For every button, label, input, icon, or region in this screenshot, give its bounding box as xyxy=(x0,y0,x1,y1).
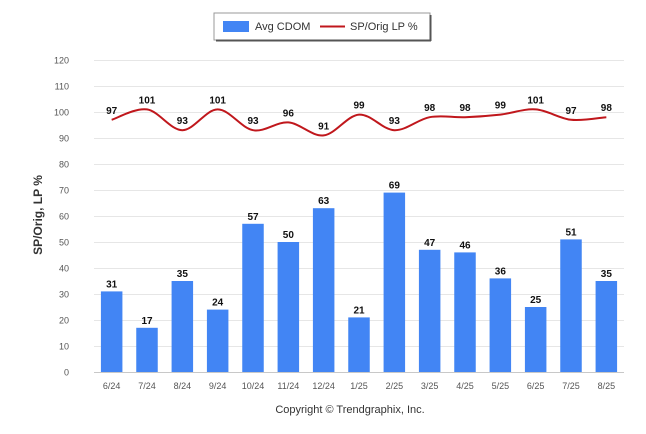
bar xyxy=(206,309,229,372)
bar xyxy=(560,239,582,372)
bar xyxy=(136,327,158,372)
y-tick-labels: 0 10 20 30 40 50 60 70 80 90 100 110 120 xyxy=(54,56,69,378)
y-tick-label: 120 xyxy=(54,56,69,66)
bar xyxy=(277,242,300,372)
bar-value-label: 69 xyxy=(389,181,401,192)
line-value-label: 101 xyxy=(527,95,544,106)
line-value-label: 101 xyxy=(209,95,226,106)
line-value-label: 93 xyxy=(177,116,189,127)
bar xyxy=(595,281,618,372)
bar-value-label: 47 xyxy=(424,238,436,249)
copyright-credit: Copyright © Trendgraphix, Inc. xyxy=(275,404,424,416)
x-tick-label: 3/25 xyxy=(421,381,439,391)
y-axis-title: SP/Orig, LP % xyxy=(31,175,45,255)
line-value-label: 97 xyxy=(565,106,577,117)
y-tick-label: 100 xyxy=(54,108,69,118)
bar xyxy=(489,278,512,372)
x-tick-label: 2/25 xyxy=(386,381,404,391)
line-value-label: 99 xyxy=(353,101,365,112)
y-tick-label: 30 xyxy=(59,290,69,300)
x-tick-labels: 6/24 7/24 8/24 9/24 10/24 11/24 12/24 1/25 2/25 3… xyxy=(103,381,615,391)
bar-value-label: 25 xyxy=(530,295,542,306)
bar-value-label: 35 xyxy=(601,269,613,280)
x-tick-label: 8/25 xyxy=(598,381,616,391)
y-tick-label: 80 xyxy=(59,160,69,170)
bar-value-label: 24 xyxy=(212,298,224,309)
x-tick-label: 10/24 xyxy=(242,381,265,391)
bar-value-label: 35 xyxy=(177,269,189,280)
x-tick-label: 6/24 xyxy=(103,381,121,391)
y-tick-label: 110 xyxy=(55,82,69,92)
line-value-label: 91 xyxy=(318,121,330,132)
y-tick-label: 0 xyxy=(64,368,69,378)
y-tick-label: 70 xyxy=(59,186,69,196)
x-tick-label: 7/25 xyxy=(562,381,580,391)
bar xyxy=(312,208,335,372)
x-tick-label: 11/24 xyxy=(277,381,299,391)
bar xyxy=(383,192,406,372)
line-value-label: 98 xyxy=(459,103,471,114)
bar xyxy=(100,291,123,372)
y-tick-label: 60 xyxy=(59,212,69,222)
bar-value-label: 50 xyxy=(283,230,295,241)
legend: Avg CDOM SP/Orig LP % xyxy=(213,12,432,42)
line-value-label: 93 xyxy=(389,116,401,127)
line-data-labels: 97 101 93 101 93 96 91 99 93 98 98 99 101 97 98 xyxy=(106,95,612,132)
line-path xyxy=(111,108,607,137)
x-tick-label: 5/25 xyxy=(492,381,510,391)
bar-value-label: 57 xyxy=(247,212,259,223)
y-tick-label: 10 xyxy=(59,342,69,352)
line-value-label: 99 xyxy=(495,101,507,112)
bar xyxy=(524,307,547,372)
y-tick-label: 90 xyxy=(59,134,69,144)
x-tick-label: 7/24 xyxy=(138,381,156,391)
bar-value-label: 17 xyxy=(141,316,153,327)
bar-value-label: 46 xyxy=(459,240,471,251)
line-value-label: 98 xyxy=(601,103,613,114)
line-value-label: 97 xyxy=(106,106,118,117)
bar xyxy=(242,223,264,372)
x-tick-label: 9/24 xyxy=(209,381,227,391)
line-value-label: 98 xyxy=(424,103,436,114)
line-value-label: 93 xyxy=(247,116,259,127)
bar-value-label: 21 xyxy=(353,305,365,316)
bar-series xyxy=(100,192,618,372)
bar-value-label: 31 xyxy=(106,279,118,290)
bar-value-label: 63 xyxy=(318,196,330,207)
bar xyxy=(171,281,194,372)
x-tick-label: 1/25 xyxy=(350,381,368,391)
x-tick-label: 6/25 xyxy=(527,381,545,391)
x-tick-label: 12/24 xyxy=(312,381,335,391)
y-tick-label: 50 xyxy=(59,238,69,248)
x-tick-label: 4/25 xyxy=(456,381,474,391)
legend-bar-swatch xyxy=(223,21,249,32)
y-tick-label: 20 xyxy=(59,316,69,326)
legend-bar-label: Avg CDOM xyxy=(255,21,310,33)
bar xyxy=(418,249,441,372)
bar xyxy=(454,252,476,372)
line-value-label: 96 xyxy=(283,108,295,119)
bar-value-label: 51 xyxy=(565,227,577,238)
legend-line-label: SP/Orig LP % xyxy=(350,21,418,33)
bar-data-labels: 31 17 35 24 57 50 63 21 69 47 46 36 25 51 35 xyxy=(106,181,612,327)
x-tick-label: 8/24 xyxy=(174,381,192,391)
line-value-label: 101 xyxy=(139,95,156,106)
bar-value-label: 36 xyxy=(495,266,507,277)
line-series xyxy=(111,108,607,137)
y-tick-label: 40 xyxy=(59,264,69,274)
bar xyxy=(348,317,370,372)
